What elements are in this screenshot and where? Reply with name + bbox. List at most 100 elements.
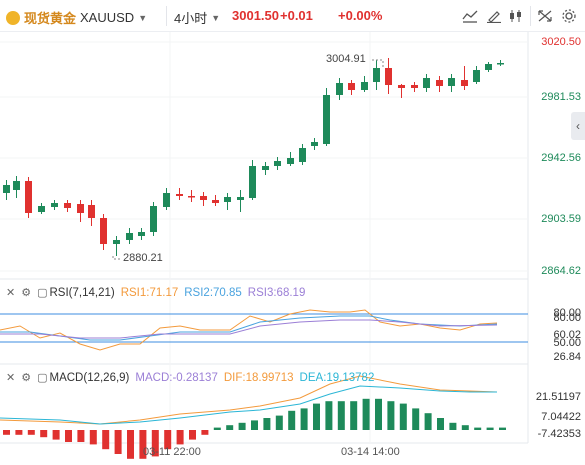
rsi-axis-label: 50.00 — [553, 337, 581, 349]
macd-histogram-bar — [201, 430, 209, 435]
candle-body — [212, 200, 219, 203]
candle-body — [348, 83, 355, 90]
macd-axis-label: -7.42353 — [537, 428, 581, 440]
fullscreen-icon[interactable] — [537, 9, 553, 23]
macd-histogram-bar — [151, 430, 159, 457]
macd-histogram-bar — [375, 398, 382, 430]
rsi-axis-label: 80.00 — [553, 312, 581, 324]
candle-body — [163, 193, 170, 207]
candle-body — [249, 166, 256, 198]
macd-histogram-bar — [499, 427, 506, 430]
timeframe-selector[interactable]: 4小时 ▼ — [174, 8, 220, 27]
candle-body — [361, 82, 368, 90]
chevron-down-icon: ▼ — [138, 12, 148, 23]
candle-body — [25, 181, 32, 213]
candle-body — [274, 161, 281, 166]
macd-histogram-bar — [52, 430, 60, 440]
macd-histogram-bar — [139, 430, 147, 459]
candle-body — [373, 68, 380, 82]
candle-body — [3, 185, 10, 193]
candle-body — [461, 80, 468, 86]
macd-histogram-bar — [362, 398, 370, 430]
candle-body — [200, 196, 207, 200]
maximize-icon[interactable]: ▢ — [37, 287, 48, 299]
macd-histogram-bar — [213, 427, 221, 430]
candle-body — [176, 194, 183, 196]
macd-histogram-bar — [3, 430, 10, 435]
symbol-code: XAUUSD — [80, 10, 135, 25]
candle-body — [113, 240, 120, 244]
rsi1-value: RSI1:71.17 — [120, 286, 179, 299]
symbol-selector[interactable]: 现货黄金 XAUUSD ▼ — [6, 8, 147, 27]
candle-body — [77, 204, 84, 213]
candle-body — [473, 70, 480, 82]
macd-histogram-bar — [337, 401, 345, 430]
candle-body — [436, 80, 443, 86]
settings-icon[interactable] — [561, 9, 577, 23]
draw-icon[interactable] — [486, 9, 502, 23]
rsi2-value: RSI2:70.85 — [184, 286, 242, 299]
candle-body — [423, 78, 430, 88]
chevron-down-icon: ▼ — [211, 12, 221, 23]
macd-histogram-bar — [251, 420, 258, 430]
macd-histogram-bar — [350, 401, 358, 430]
macd-histogram-bar — [102, 430, 110, 450]
macd-histogram-bar — [412, 408, 420, 430]
time-axis-label: 03-11 22:00 — [143, 446, 201, 458]
maximize-icon[interactable]: ▢ — [37, 372, 48, 384]
candle-body — [100, 218, 107, 244]
close-icon[interactable]: ✕ — [6, 372, 16, 384]
macd-histogram-bar — [424, 413, 432, 430]
macd-histogram-bar — [325, 401, 333, 430]
rsi-legend: ✕ ⚙ ▢ RSI(7,14,21) RSI1:71.17 RSI2:70.85… — [6, 286, 306, 300]
macd-histogram-bar — [164, 430, 172, 450]
rsi-axis-label: 80.00 — [553, 307, 581, 319]
macd-histogram-bar — [399, 403, 407, 430]
close-icon[interactable]: ✕ — [6, 287, 16, 299]
candle-body — [336, 83, 343, 95]
candle-body — [138, 232, 145, 236]
chart-toolbar: 现货黄金 XAUUSD ▼ 4小时 ▼ 3001.50 +0.01 +0.00% — [0, 0, 585, 32]
symbol-name: 现货黄金 — [24, 11, 77, 26]
divider — [166, 6, 167, 26]
indicator-icon[interactable] — [462, 9, 478, 23]
macd-histogram-bar — [461, 425, 469, 430]
timeframe-label: 4小时 — [174, 11, 208, 26]
candle-type-icon[interactable] — [508, 9, 524, 23]
candle-body — [287, 158, 294, 164]
candle-body — [126, 233, 133, 240]
macd-histogram-bar — [449, 422, 457, 430]
macd-histogram-bar — [238, 422, 246, 430]
candle-body — [411, 85, 418, 88]
price-axis-label: 3020.50 — [541, 36, 581, 48]
macd-histogram-bar — [275, 415, 283, 430]
macd-legend: ✕ ⚙ ▢ MACD(12,26,9) MACD:-0.28137 DIF:18… — [6, 371, 374, 385]
macd-histogram-bar — [474, 427, 482, 430]
rsi-axis-label: 60.02 — [553, 329, 581, 341]
price-change: +0.01 — [280, 8, 313, 23]
high-marker — [372, 59, 384, 68]
macd-histogram-bar — [176, 430, 184, 445]
candle-body — [485, 64, 492, 70]
settings-icon[interactable]: ⚙ — [21, 287, 32, 299]
settings-icon[interactable]: ⚙ — [21, 372, 32, 384]
macd-histogram-bar — [27, 430, 35, 435]
macd-histogram-bar — [127, 430, 134, 459]
chevron-left-icon[interactable]: ‹ — [571, 112, 585, 140]
macd-histogram-bar — [387, 401, 395, 430]
low-marker — [112, 256, 122, 260]
macd-histogram-bar — [77, 430, 85, 442]
high-price-label: 3004.91 — [326, 53, 366, 65]
rsi3-value: RSI3:68.19 — [247, 286, 306, 299]
candle-body — [323, 95, 330, 144]
candle-body — [150, 206, 157, 232]
price-change-percent: +0.00% — [338, 8, 383, 23]
macd-histogram-bar — [300, 408, 308, 430]
candle-body — [188, 196, 195, 198]
rsi-series-line — [0, 315, 498, 341]
candle-body — [51, 203, 58, 207]
last-price: 3001.50 — [232, 8, 279, 23]
macd-title: MACD(12,26,9) — [49, 371, 130, 384]
macd-histogram-bar — [189, 430, 196, 440]
